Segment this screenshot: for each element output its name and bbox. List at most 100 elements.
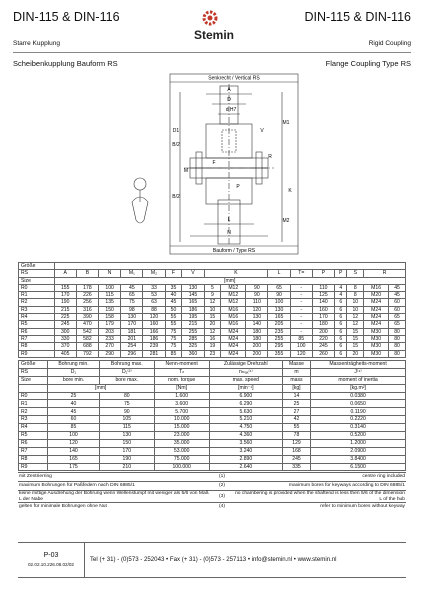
- data-cell: -: [289, 313, 313, 322]
- column-header: max. speed: [208, 375, 283, 385]
- data-cell: 296: [120, 349, 144, 358]
- rule: [13, 52, 411, 53]
- data-cell: 316: [75, 305, 100, 315]
- title-right: DIN-115 & DIN-116: [304, 10, 411, 24]
- data-cell: 239: [142, 342, 166, 351]
- data-cell: 6: [334, 342, 348, 351]
- column-header: RS: [18, 269, 55, 278]
- data-cell: 190: [99, 454, 155, 464]
- note-en: refer to minimum bores without keyway: [234, 502, 406, 512]
- data-row: R0 25 80 1.600 6.900 14 0.0380: [18, 391, 406, 401]
- subtitle-left: Starre Kupplung: [13, 40, 60, 47]
- data-cell: 325: [181, 342, 205, 351]
- data-cell: 40: [46, 399, 101, 409]
- data-cell: 130: [99, 431, 155, 440]
- data-cell: 55: [164, 320, 183, 329]
- header-row: Size bore min. bore max. nom. torque max. sp…: [18, 375, 406, 385]
- data-cell: 2.890: [208, 454, 283, 464]
- data-cell: M12: [220, 298, 247, 307]
- data-cell: M16: [363, 283, 390, 293]
- column-header: M₁: [120, 269, 144, 278]
- data-cell: 53: [142, 291, 166, 300]
- data-cell: 65: [120, 291, 144, 300]
- header-cell: Size: [18, 276, 55, 285]
- note-row: keine mittige Ausdrehung der Bohrung wen…: [18, 489, 406, 503]
- data-cell: 179: [98, 320, 122, 329]
- data-row: R7 330 582 233 201 186 75 285 16 M24 180 255 85 220 6 1…: [18, 334, 406, 344]
- data-cell: 42: [281, 415, 312, 425]
- column-header: K: [203, 269, 269, 278]
- column-header: B: [75, 269, 100, 278]
- column-header: mass: [281, 375, 312, 385]
- data-cell: 170: [120, 320, 144, 329]
- data-cell: 186: [181, 305, 205, 315]
- data-cell: 0.5200: [310, 431, 406, 440]
- data-cell: 4.360: [208, 431, 283, 440]
- data-cell: 85: [46, 423, 101, 433]
- data-row: R2 190 256 135 75 63 45 165 12 M12 110 100-140 6 10 M2…: [18, 298, 406, 307]
- data-cell: 75: [99, 399, 155, 409]
- data-cell: 8: [346, 291, 365, 300]
- data-cell: R8: [18, 342, 55, 351]
- data-cell: 270: [98, 342, 122, 351]
- title-left: DIN-115 & DIN-116: [13, 10, 120, 24]
- data-cell: 203: [98, 327, 122, 336]
- data-cell: 20: [346, 349, 365, 358]
- data-row: R5 100 130 23.000 4.360 78 0.5200: [18, 431, 406, 440]
- data-cell: 200: [245, 342, 269, 351]
- data-cell: M16: [220, 305, 247, 315]
- data-cell: 9: [203, 291, 222, 300]
- note-en: no chambering is provided when the shaft…: [234, 489, 406, 503]
- data-cell: 256: [75, 298, 100, 307]
- data-cell: 150: [98, 305, 122, 315]
- data-cell: 335: [281, 462, 312, 472]
- unit-cell: [kg.m²]: [310, 383, 406, 393]
- data-cell: 1.600: [153, 391, 210, 401]
- data-cell: 60: [46, 415, 101, 425]
- data-cell: 5.210: [208, 415, 283, 425]
- data-cell: 542: [75, 327, 100, 336]
- data-cell: 360: [181, 349, 205, 358]
- column-header: A: [53, 269, 77, 278]
- data-cell: 370: [53, 342, 77, 351]
- drawing-label: P: [236, 184, 240, 190]
- column-header: moment of inertia: [310, 375, 406, 385]
- data-cell: 110: [311, 283, 336, 293]
- data-cell: -: [289, 327, 313, 336]
- data-cell: 5.630: [208, 407, 283, 417]
- data-cell: 215: [53, 305, 77, 315]
- data-cell: 2.0900: [310, 446, 406, 456]
- column-header: V: [181, 269, 205, 278]
- data-row: R3 60 105 10.000 5.210 42 0.2220: [18, 415, 406, 425]
- data-cell: 15.000: [153, 423, 210, 433]
- data-cell: 8: [346, 283, 365, 293]
- data-cell: 233: [98, 334, 122, 344]
- unit-row: [mm] [Nm] [min⁻¹] [kg] [kg.m²]: [18, 383, 406, 393]
- data-cell: 6: [334, 320, 348, 329]
- data-cell: 181: [120, 327, 144, 336]
- data-cell: 3.240: [208, 446, 283, 456]
- data-row: R1 170 226 115 65 53 40 145 9 M12 90 90-125 4 8 M20 45: [18, 291, 406, 300]
- data-cell: R6: [18, 438, 48, 448]
- data-cell: 33: [142, 283, 166, 293]
- column-header: Nenn-moment: [153, 360, 210, 369]
- data-row: R9 175 210 100.000 2.640 335 6.1500: [18, 462, 406, 472]
- data-cell: 19: [203, 342, 222, 351]
- data-cell: 245: [281, 454, 312, 464]
- data-cell: 6.1500: [310, 462, 406, 472]
- column-header: D₁⁽²⁾: [99, 367, 155, 377]
- data-row: R4 225 390 158 130 120 55 195 15 M16 130 165-170 6 12…: [18, 313, 406, 322]
- data-cell: 5.700: [153, 407, 210, 417]
- data-cell: 285: [181, 334, 205, 344]
- data-cell: M24: [220, 349, 247, 358]
- data-cell: 4: [334, 283, 348, 293]
- data-cell: R2: [18, 298, 55, 307]
- data-cell: R2: [18, 407, 48, 417]
- data-cell: 120: [142, 313, 166, 322]
- data-row: R0 155 178 100 45 33 35 130 5 M12 90 65-110 4 8 M16 45: [18, 283, 406, 293]
- footer: P-03 02.02.10.226.08.02/02 Tel (+ 31) - …: [18, 542, 406, 578]
- data-cell: R6: [18, 327, 55, 336]
- data-cell: R7: [18, 334, 55, 344]
- data-cell: 165: [267, 313, 291, 322]
- data-cell: 355: [267, 349, 291, 358]
